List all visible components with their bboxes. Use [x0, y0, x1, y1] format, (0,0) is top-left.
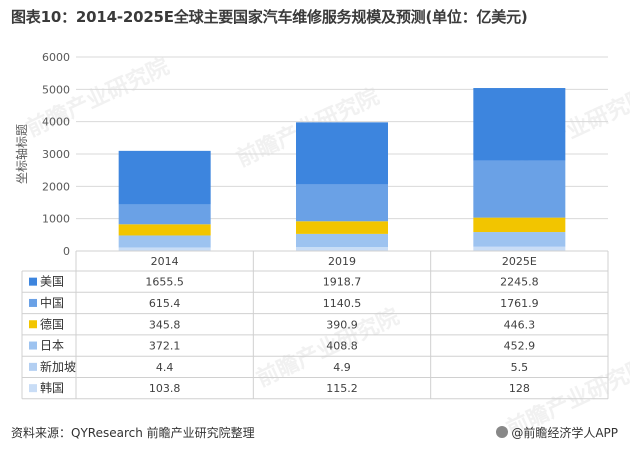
legend-label: 美国 — [40, 275, 64, 289]
data-label: 372.1 — [149, 340, 181, 353]
data-label: 408.8 — [326, 340, 358, 353]
data-label: 1655.5 — [145, 276, 184, 289]
legend-label: 韩国 — [40, 380, 64, 395]
x-tick-label: 2019 — [328, 255, 356, 268]
bar-segment — [118, 150, 211, 205]
chart-title: 图表10：2014-2025E全球主要国家汽车维修服务规模及预测(单位：亿美元) — [11, 8, 528, 26]
brand-text: @前瞻经济学人APP — [511, 426, 618, 440]
bar-segment — [296, 247, 388, 251]
y-tick-label: 6000 — [42, 51, 70, 64]
data-label: 615.4 — [149, 297, 181, 310]
bar-segment — [473, 160, 566, 218]
data-label: 345.8 — [149, 318, 181, 331]
data-label: 2245.8 — [500, 276, 539, 289]
legend-label: 中国 — [40, 295, 64, 310]
bar-segment — [118, 204, 211, 225]
y-axis-title: 坐标轴标题 — [14, 124, 29, 184]
data-label: 103.8 — [149, 382, 181, 395]
source-note: 资料来源：QYResearch 前瞻产业研究院整理 — [11, 426, 255, 440]
data-label: 4.4 — [156, 361, 174, 374]
bar-segment — [473, 232, 566, 247]
data-label: 390.9 — [326, 318, 358, 331]
legend-swatch — [29, 320, 37, 329]
bar-segment — [118, 235, 211, 248]
bar-segment — [296, 233, 388, 248]
y-tick-label: 3000 — [42, 148, 70, 161]
bar-segment — [118, 247, 211, 251]
data-label: 446.3 — [504, 318, 536, 331]
data-label: 1918.7 — [323, 276, 362, 289]
data-label: 1761.9 — [500, 297, 539, 310]
data-label: 128 — [509, 382, 530, 395]
bar-segment — [118, 224, 211, 236]
y-tick-label: 4000 — [42, 116, 70, 129]
data-label: 5.5 — [511, 361, 529, 374]
brand-logo-icon — [496, 426, 509, 438]
x-tick-label: 2014 — [151, 255, 179, 268]
legend-label: 新加坡 — [40, 359, 76, 374]
legend-swatch — [29, 384, 37, 393]
data-label: 115.2 — [326, 382, 358, 395]
bar-segment — [473, 88, 566, 161]
legend-swatch — [29, 362, 37, 371]
data-label: 1140.5 — [323, 297, 362, 310]
y-tick-label: 0 — [63, 245, 70, 258]
bar-segment — [473, 246, 566, 251]
legend-swatch — [29, 298, 37, 307]
bar-segment — [296, 221, 388, 234]
brand-credit: @前瞻经济学人APP — [496, 424, 618, 441]
legend-label: 德国 — [40, 316, 64, 331]
x-tick-label: 2025E — [502, 255, 537, 268]
bar-segment — [296, 122, 388, 185]
data-label: 4.9 — [333, 361, 351, 374]
legend-swatch — [29, 341, 37, 350]
bar-segment — [296, 184, 388, 222]
data-label: 452.9 — [504, 340, 536, 353]
legend-label: 日本 — [40, 339, 64, 353]
y-tick-label: 1000 — [42, 213, 70, 226]
legend-swatch — [29, 277, 37, 286]
y-tick-label: 5000 — [42, 83, 70, 96]
y-tick-label: 2000 — [42, 180, 70, 193]
bar-segment — [473, 217, 566, 233]
